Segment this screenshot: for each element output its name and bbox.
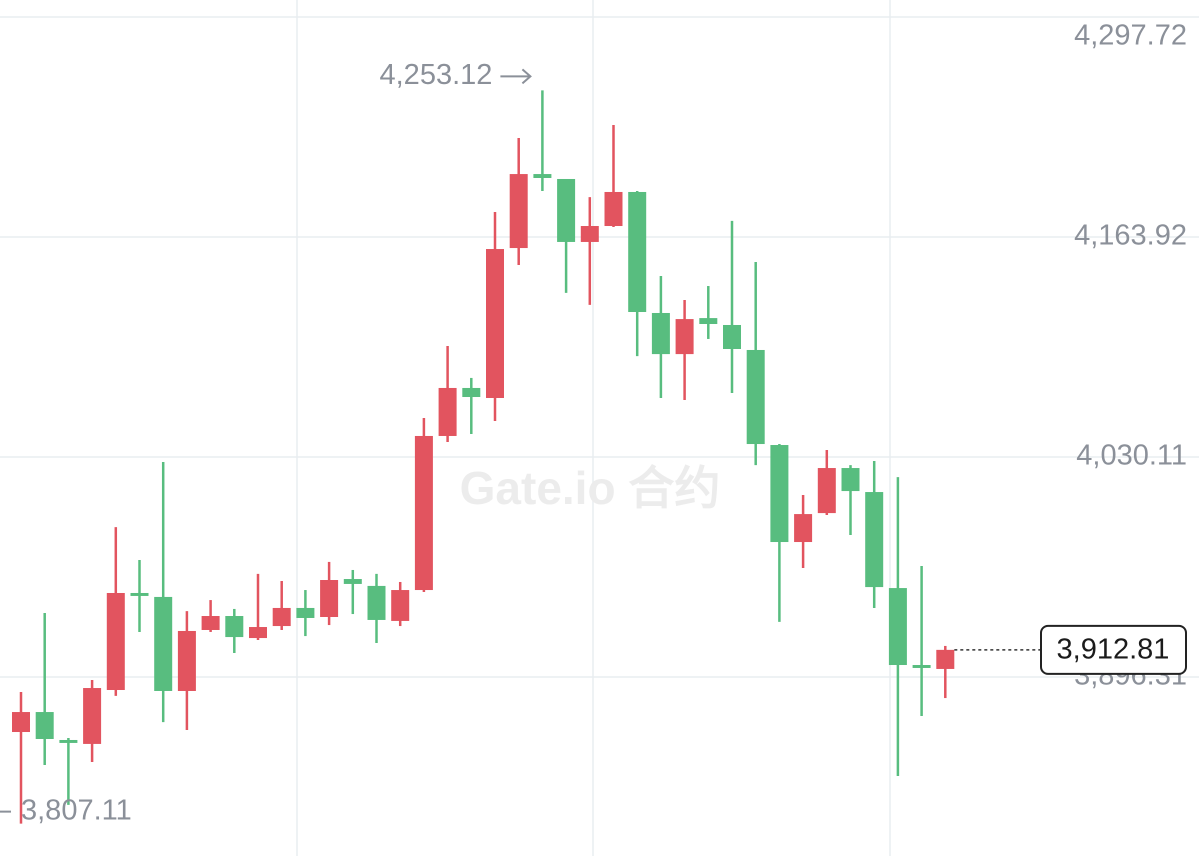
candle-body bbox=[154, 596, 173, 691]
candle-body bbox=[841, 468, 860, 492]
candle-body bbox=[699, 318, 718, 325]
candle-body bbox=[225, 616, 244, 638]
vertical-grid bbox=[296, 0, 891, 856]
candle-body bbox=[201, 616, 220, 630]
candle-body bbox=[746, 349, 765, 445]
low-arrow bbox=[0, 810, 11, 813]
candle-body bbox=[130, 592, 149, 596]
high-arrow bbox=[500, 68, 532, 85]
low-label: 3,807.11 bbox=[21, 794, 132, 826]
candle-body bbox=[912, 665, 931, 668]
candle-body bbox=[438, 387, 457, 436]
candle-body bbox=[320, 580, 339, 617]
candle-body bbox=[414, 435, 433, 591]
candles bbox=[12, 90, 955, 824]
high-label: 4,253.12 bbox=[380, 59, 493, 91]
candle-body bbox=[486, 249, 504, 398]
candle-body bbox=[604, 191, 623, 227]
candle-body bbox=[296, 607, 315, 618]
candle-body bbox=[628, 191, 647, 313]
candle-body bbox=[723, 324, 741, 349]
candle-body bbox=[770, 445, 789, 543]
candle-body bbox=[343, 579, 362, 584]
last-price-box bbox=[1040, 624, 1187, 675]
candle-body bbox=[509, 174, 528, 249]
y-tick-label: 4,163.92 bbox=[1074, 220, 1187, 252]
candle-body bbox=[272, 607, 291, 627]
candle-body bbox=[83, 688, 102, 744]
watermark: Gate.io 合约 bbox=[460, 462, 721, 514]
candle-body bbox=[675, 319, 694, 355]
candle-body bbox=[936, 649, 955, 669]
y-tick-label: 4,297.72 bbox=[1074, 20, 1187, 52]
candle-body bbox=[888, 588, 907, 666]
last-price-label: 3,912.81 bbox=[1057, 634, 1170, 666]
candle-body bbox=[557, 178, 576, 242]
candle-body bbox=[59, 739, 78, 743]
candle-body bbox=[794, 514, 813, 543]
y-tick-label: 4,030.11 bbox=[1076, 440, 1187, 472]
candle-body bbox=[35, 712, 54, 739]
candle-body bbox=[462, 387, 481, 398]
candle-body bbox=[651, 312, 670, 355]
candle-body bbox=[106, 592, 125, 691]
candle-body bbox=[865, 492, 884, 588]
candle-body bbox=[391, 590, 410, 621]
candle-body bbox=[12, 712, 30, 733]
horizontal-grid bbox=[0, 16, 1199, 678]
candle-body bbox=[367, 585, 386, 620]
candle-body bbox=[580, 226, 599, 242]
candle-body bbox=[533, 174, 552, 179]
candle-body bbox=[817, 468, 836, 514]
candle-body bbox=[177, 630, 196, 691]
candle-body bbox=[249, 627, 267, 639]
